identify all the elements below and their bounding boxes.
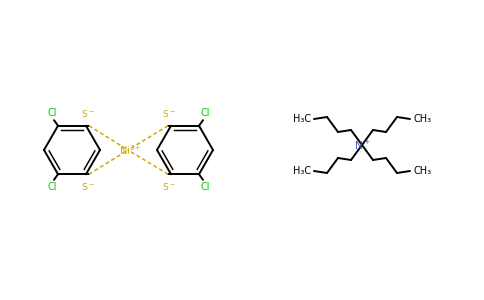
Text: Cl: Cl: [200, 108, 210, 118]
Text: H₃C: H₃C: [293, 166, 311, 176]
Text: Cl: Cl: [47, 108, 57, 118]
Text: Cl: Cl: [200, 182, 210, 192]
Text: S$^-$: S$^-$: [162, 181, 176, 192]
Text: S$^-$: S$^-$: [162, 108, 176, 119]
Text: Cl: Cl: [47, 182, 57, 192]
Text: CH₃: CH₃: [413, 166, 431, 176]
Text: Ni$^{3+}$: Ni$^{3+}$: [119, 143, 141, 157]
Text: H₃C: H₃C: [293, 114, 311, 124]
Text: CH₃: CH₃: [413, 114, 431, 124]
Text: N$^+$: N$^+$: [354, 138, 370, 152]
Text: S$^-$: S$^-$: [81, 108, 95, 119]
Text: S$^-$: S$^-$: [81, 181, 95, 192]
